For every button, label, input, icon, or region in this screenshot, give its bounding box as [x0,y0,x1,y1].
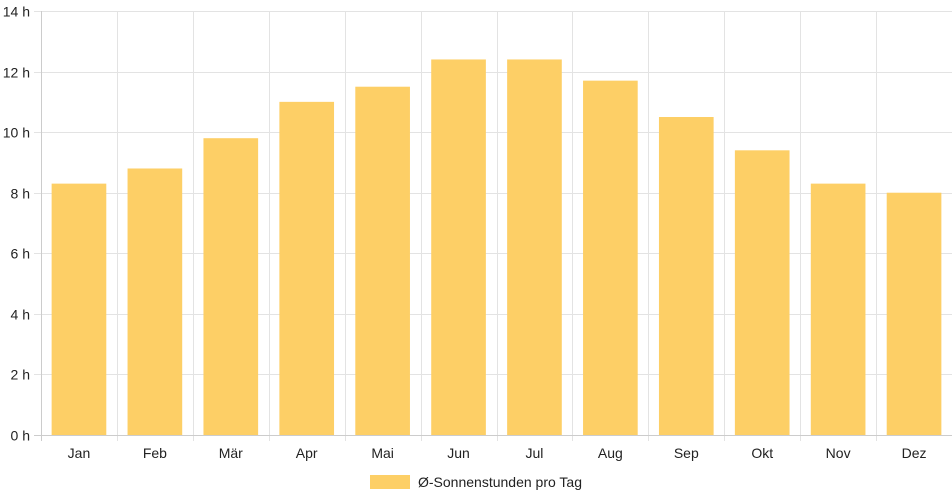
legend-label: Ø-Sonnenstunden pro Tag [418,474,582,490]
y-tick-label: 10 h [3,125,30,141]
bar-jan[interactable] [51,183,107,435]
bar-nov[interactable] [810,183,866,435]
x-tick-label: Jan [68,445,91,461]
bar-jul[interactable] [507,59,562,435]
x-tick-label: Sep [674,445,699,461]
bar-mär[interactable] [203,138,259,435]
y-tick-label: 4 h [11,307,30,323]
x-tick-label: Jul [526,445,544,461]
x-tick-label: Mär [219,445,243,461]
x-tick-label: Feb [143,445,167,461]
x-tick-label: Apr [296,445,318,461]
y-tick-label: 12 h [3,65,30,81]
bar-aug[interactable] [583,80,638,436]
bar-apr[interactable] [279,101,335,435]
x-tick-label: Jun [447,445,470,461]
x-tick-label: Nov [826,445,851,461]
bar-okt[interactable] [734,150,790,436]
x-tick-label: Okt [751,445,773,461]
y-tick-label: 8 h [11,186,30,202]
axes [34,11,952,441]
x-tick-labels: Jan Feb Mär Apr Mai Jun Jul Aug Sep Okt Nov Dez [68,445,927,461]
bars [51,59,942,436]
y-tick-label: 2 h [11,367,30,383]
bar-feb[interactable] [127,168,183,435]
x-tick-label: Mai [371,445,394,461]
grid-lines [34,11,952,441]
legend-swatch [370,475,410,489]
y-tick-label: 6 h [11,246,30,262]
bar-mai[interactable] [355,86,410,435]
y-tick-labels: 0 h 2 h 4 h 6 h 8 h 10 h 12 h 14 h [3,4,30,444]
y-tick-label: 14 h [3,4,30,20]
x-tick-label: Dez [902,445,927,461]
legend[interactable]: Ø-Sonnenstunden pro Tag [370,472,582,492]
y-tick-label: 0 h [11,428,30,444]
bar-dez[interactable] [886,192,942,435]
bar-sep[interactable] [658,117,714,435]
bar-jun[interactable] [431,59,486,435]
x-tick-label: Aug [598,445,623,461]
